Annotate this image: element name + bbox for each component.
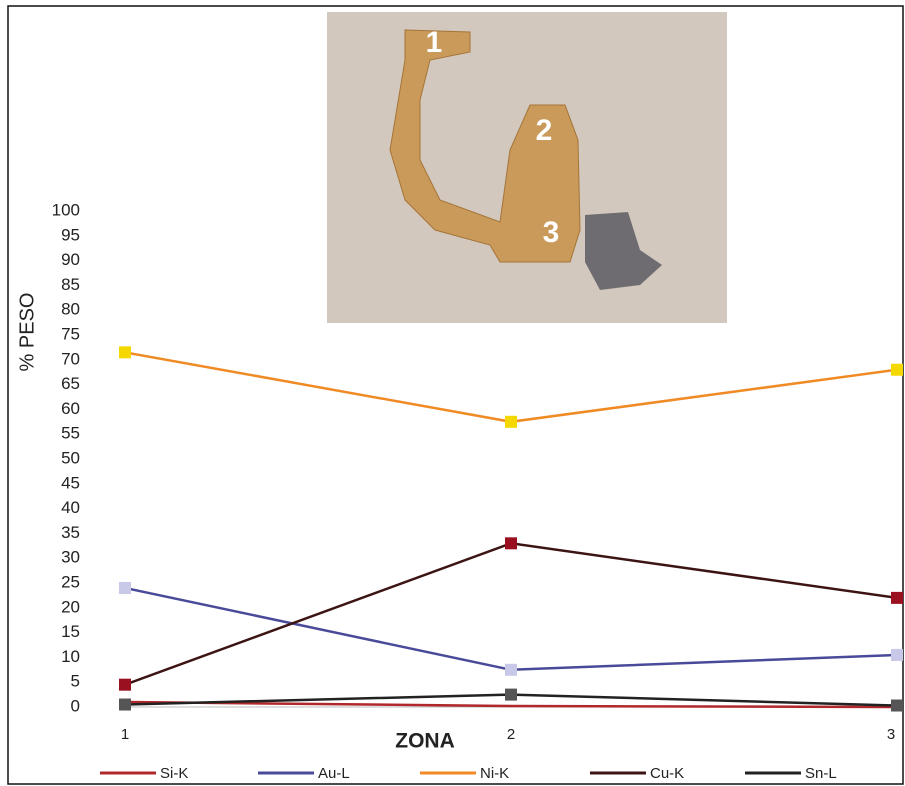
marker (891, 699, 903, 712)
x-axis-label: ZONA (395, 730, 455, 753)
y-tick-label: 45 (61, 473, 80, 492)
marker (119, 581, 131, 594)
specimen-metal (585, 212, 662, 290)
y-tick-label: 0 (71, 696, 80, 715)
y-tick-label: 95 (61, 225, 80, 244)
image-label: 3 (543, 216, 560, 249)
y-tick-label: 50 (61, 448, 80, 467)
y-tick-label: 65 (61, 374, 80, 393)
legend-label: Si-K (160, 765, 188, 782)
marker (119, 346, 131, 359)
y-tick-label: 100 (52, 200, 80, 219)
x-tick-label: 1 (121, 726, 129, 743)
y-tick-label: 40 (61, 498, 80, 517)
marker (891, 591, 903, 604)
y-tick-label: 55 (61, 424, 80, 443)
y-tick-label: 5 (71, 672, 80, 691)
y-tick-label: 15 (61, 622, 80, 641)
y-tick-label: 10 (61, 647, 80, 666)
marker (119, 698, 131, 711)
y-axis-label: % PESO (16, 293, 38, 372)
y-tick-label: 85 (61, 275, 80, 294)
y-tick-label: 75 (61, 324, 80, 343)
legend-label: Sn-L (805, 765, 837, 782)
image-label: 1 (426, 26, 443, 59)
series-line (124, 700, 898, 709)
image-label: 2 (536, 114, 553, 147)
y-tick-label: 70 (61, 349, 80, 368)
legend-label: Cu-K (650, 765, 684, 782)
y-tick-label: 25 (61, 572, 80, 591)
marker (505, 663, 517, 676)
x-tick-label: 3 (887, 726, 895, 743)
photo: 1 2 3 (327, 12, 727, 323)
marker (891, 648, 903, 661)
marker (505, 537, 517, 550)
y-tick-label: 80 (61, 300, 80, 319)
y-tick-label: 20 (61, 597, 80, 616)
marker (505, 688, 517, 701)
marker (119, 678, 131, 691)
y-tick-label: 60 (61, 399, 80, 418)
y-tick-label: 30 (61, 548, 80, 567)
legend-label: Ni-K (480, 765, 509, 782)
marker (891, 363, 903, 376)
legend-label: Au-L (318, 765, 350, 782)
y-tick-label: 90 (61, 250, 80, 269)
x-tick-label: 2 (507, 726, 515, 743)
specimen (389, 29, 581, 263)
y-tick-label: 35 (61, 523, 80, 542)
marker (505, 415, 517, 428)
